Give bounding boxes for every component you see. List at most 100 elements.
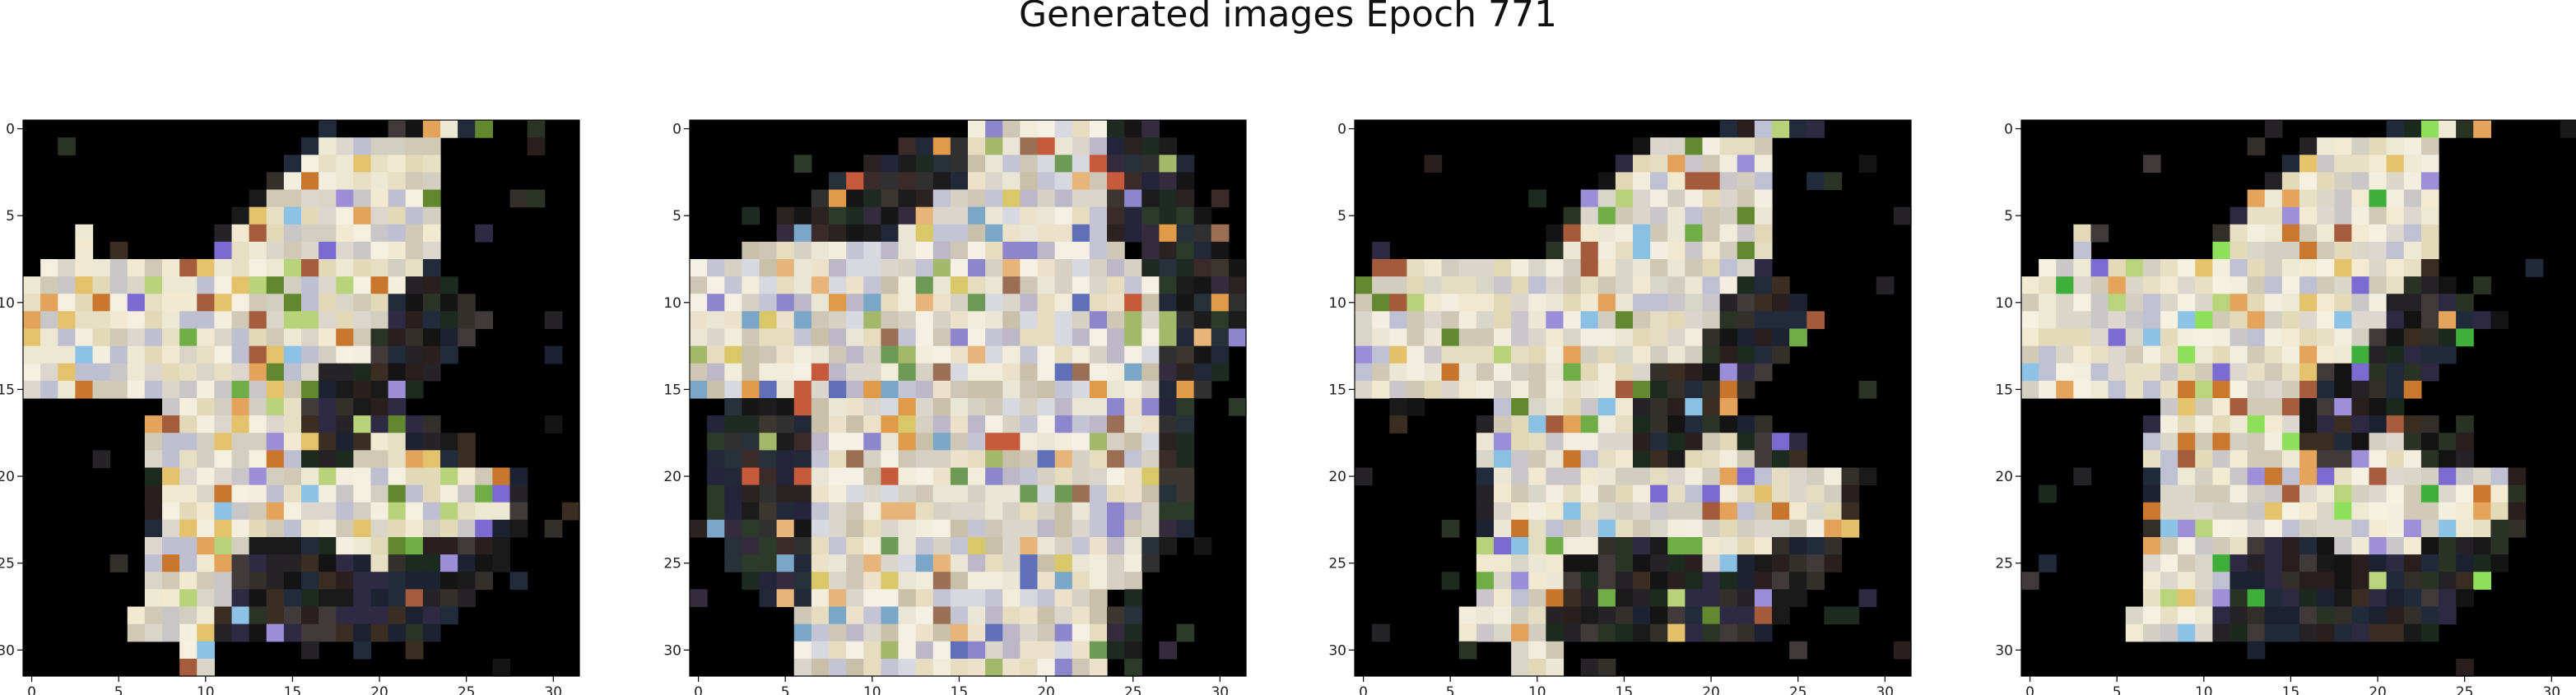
pixel-cell [2195, 450, 2213, 469]
pixel-cell [2351, 433, 2370, 451]
pixel-cell [1193, 241, 1212, 260]
pixel-cell [968, 224, 986, 243]
pixel-cell [266, 189, 285, 208]
pixel-cell [742, 467, 760, 486]
pixel-cell [1737, 606, 1755, 625]
pixel-cell [2090, 328, 2109, 347]
pixel-cell [811, 345, 830, 364]
pixel-cell [1458, 328, 1477, 347]
pixel-cell [1089, 363, 1108, 382]
pixel-cell [1824, 484, 1843, 503]
pixel-cell [1650, 572, 1668, 590]
pixel-cell [968, 294, 986, 312]
pixel-cell [724, 502, 742, 521]
pixel-cell [2090, 311, 2109, 330]
pixel-cell [793, 155, 812, 173]
pixel-cell [2403, 589, 2422, 608]
pixel-cell [1546, 467, 1565, 486]
pixel-cell [1650, 502, 1668, 521]
pixel-cell [92, 363, 111, 382]
pixel-cell [301, 224, 319, 243]
pixel-cell [1772, 433, 1790, 451]
pixel-cell [1702, 415, 1721, 433]
pixel-cell [1124, 311, 1142, 330]
pixel-cell [1389, 276, 1407, 294]
pixel-cell [2195, 415, 2213, 433]
pixel-cell [40, 294, 58, 312]
pixel-cell [162, 589, 180, 608]
pixel-cell [2230, 276, 2248, 294]
pixel-cell [1824, 467, 1843, 486]
pixel-cell [1107, 554, 1125, 572]
pixel-cell [985, 554, 1003, 572]
pixel-cell [1372, 241, 1390, 260]
pixel-cell [759, 484, 778, 503]
pixel-cell [231, 433, 250, 451]
pixel-cell [1441, 519, 1460, 538]
pixel-cell [1176, 172, 1195, 191]
pixel-cell [2160, 363, 2178, 382]
pixel-cell [2351, 450, 2370, 469]
pixel-cell [405, 155, 424, 173]
pixel-cell [915, 224, 934, 243]
pixel-cell [1546, 241, 1565, 260]
pixel-cell [1037, 276, 1056, 294]
pixel-cell [846, 172, 864, 191]
pixel-cell [1615, 398, 1634, 416]
pixel-cell [2281, 276, 2300, 294]
pixel-cell [2125, 294, 2144, 312]
pixel-cell [846, 206, 864, 225]
pixel-cell [2212, 467, 2231, 486]
pixel-cell [1193, 537, 1212, 555]
pixel-cell [881, 502, 900, 521]
pixel-cell [2369, 155, 2388, 173]
pixel-cell [1597, 380, 1616, 399]
pixel-cell [811, 398, 830, 416]
pixel-cell [811, 433, 830, 451]
pixel-cell [742, 380, 760, 399]
pixel-cell [2299, 606, 2318, 625]
pixel-cell [1858, 589, 1877, 608]
pixel-cell [932, 606, 951, 625]
pixel-cell [2178, 363, 2196, 382]
pixel-cell [950, 589, 969, 608]
pixel-cell [336, 172, 354, 191]
pixel-cell [1107, 450, 1125, 469]
pixel-cell [1633, 502, 1651, 521]
pixel-cell [846, 572, 864, 590]
pixel-cell [283, 467, 302, 486]
pixel-cell [1054, 623, 1073, 642]
pixel-cell [1159, 137, 1178, 155]
y-tick-label: 30 [0, 642, 15, 659]
pixel-cell [283, 294, 302, 312]
pixel-cell [1754, 502, 1773, 521]
pixel-cell [2403, 623, 2422, 642]
pixel-cell [1615, 415, 1634, 433]
pixel-cell [2212, 415, 2231, 433]
pixel-cell [776, 276, 795, 294]
pixel-cell [179, 554, 198, 572]
pixel-cell [1002, 363, 1021, 382]
pixel-cell [1020, 380, 1039, 399]
pixel-cell [422, 345, 441, 364]
pixel-cell [2299, 398, 2318, 416]
pixel-cell [214, 328, 233, 347]
pixel-cell [388, 241, 407, 260]
pixel-cell [1685, 589, 1704, 608]
pixel-cell [405, 641, 424, 660]
pixel-cell [985, 484, 1003, 503]
pixel-cell [283, 450, 302, 469]
pixel-cell [1597, 554, 1616, 572]
pixel-cell [759, 398, 778, 416]
pixel-cell [336, 589, 354, 608]
pixel-cell [2142, 433, 2161, 451]
pixel-cell [544, 345, 563, 364]
pixel-cell [898, 502, 917, 521]
pixel-cell [2195, 519, 2213, 538]
pixel-cell [1772, 345, 1790, 364]
pixel-cell [2439, 519, 2457, 538]
pixel-cell [2073, 241, 2092, 260]
pixel-cell [1107, 398, 1125, 416]
pixel-cell [2403, 328, 2422, 347]
pixel-cell [1597, 589, 1616, 608]
